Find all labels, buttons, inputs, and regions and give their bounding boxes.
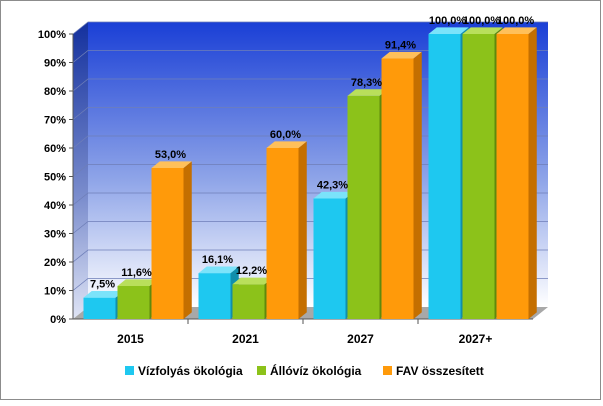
- bar-front: [151, 167, 184, 319]
- bar-top: [428, 27, 469, 34]
- bar-top: [232, 277, 273, 285]
- bar-front: [496, 34, 529, 319]
- x-category-label: 2021: [232, 332, 259, 346]
- bar-top: [462, 27, 503, 34]
- bar: [381, 51, 422, 319]
- y-tick-label: 20%: [44, 257, 66, 269]
- data-label: 100,0%: [429, 15, 467, 27]
- y-tick-label: 50%: [44, 172, 66, 184]
- bar-front: [232, 284, 265, 319]
- data-label: 16,1%: [202, 254, 233, 266]
- legend-item: FAV összesített: [383, 364, 484, 378]
- bar-top: [496, 27, 537, 34]
- bar-top: [347, 89, 388, 96]
- data-label: 53,0%: [155, 149, 186, 161]
- data-label: 60,0%: [270, 129, 301, 141]
- bar-top: [313, 191, 354, 199]
- y-tick-label: 60%: [44, 143, 66, 155]
- bar: [496, 27, 537, 320]
- bar-top: [83, 291, 124, 298]
- x-category-label: 2015: [117, 332, 144, 346]
- data-label: 11,6%: [121, 267, 152, 279]
- bar-front: [381, 58, 414, 319]
- y-tick-label: 0%: [50, 314, 66, 326]
- bar-front: [198, 273, 231, 319]
- bar: [266, 141, 307, 319]
- bar-side: [183, 161, 192, 319]
- bar: [151, 161, 192, 319]
- bar-top: [381, 51, 422, 59]
- gridline: [72, 50, 548, 63]
- bar-side: [413, 51, 422, 319]
- gridline: [72, 21, 548, 35]
- legend-label: Vízfolyás ökológia: [138, 364, 243, 378]
- legend-swatch: [125, 366, 134, 375]
- data-label: 100,0%: [497, 15, 535, 27]
- bar-front: [83, 297, 116, 319]
- legend-item: Vízfolyás ökológia: [125, 364, 243, 378]
- x-category-label: 2027+: [459, 332, 493, 346]
- legend-label: FAV összesített: [396, 364, 484, 378]
- bar-front: [462, 34, 495, 319]
- bar-side: [298, 141, 307, 319]
- bar-top: [151, 161, 192, 168]
- y-tick-label: 10%: [44, 286, 66, 298]
- bar-front: [117, 285, 150, 319]
- y-tick-label: 30%: [44, 229, 66, 241]
- legend-swatch: [383, 366, 392, 375]
- bar-front: [313, 198, 346, 319]
- data-label: 42,3%: [317, 179, 348, 191]
- data-label: 12,2%: [236, 265, 267, 277]
- y-tick-label: 80%: [44, 86, 66, 98]
- data-label: 7,5%: [90, 279, 115, 291]
- data-label: 100,0%: [463, 15, 501, 27]
- legend-label: Állóvíz ökológia: [270, 363, 362, 378]
- bar-front: [428, 34, 461, 319]
- bar-top: [117, 279, 158, 286]
- bar-front: [266, 148, 299, 319]
- data-label: 91,4%: [385, 40, 416, 52]
- bar-top: [266, 141, 307, 148]
- y-tick-label: 70%: [44, 115, 66, 127]
- y-tick-label: 40%: [44, 200, 66, 212]
- x-category-label: 2027: [347, 332, 374, 346]
- bar-front: [347, 95, 380, 319]
- bar-top: [198, 266, 239, 274]
- y-tick-label: 90%: [44, 58, 66, 70]
- data-label: 78,3%: [351, 77, 382, 89]
- legend-swatch: [257, 366, 266, 375]
- y-tick-label: 100%: [38, 29, 66, 41]
- bar-side: [528, 27, 537, 320]
- legend-item: Állóvíz ökológia: [257, 363, 362, 378]
